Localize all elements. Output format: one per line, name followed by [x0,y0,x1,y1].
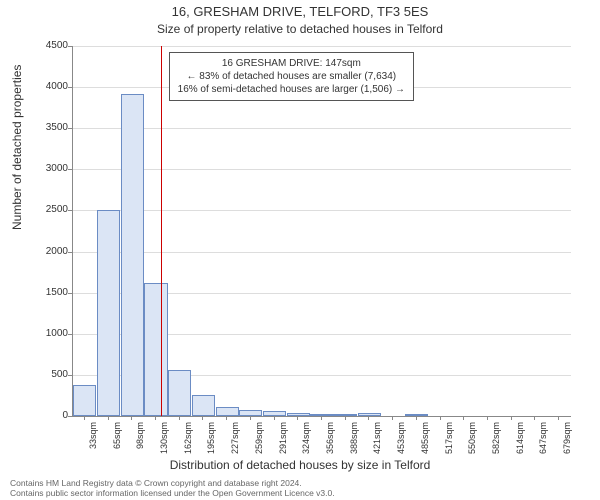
xtick-label: 130sqm [159,422,169,462]
xtick-mark [368,416,369,420]
xtick-label: 227sqm [230,422,240,462]
xtick-label: 388sqm [349,422,359,462]
xtick-label: 162sqm [183,422,193,462]
ytick-mark [68,169,72,170]
histogram-bar [97,210,120,416]
ytick-mark [68,293,72,294]
xtick-mark [511,416,512,420]
xtick-label: 614sqm [515,422,525,462]
marker-line [161,46,162,416]
chart-title: 16, GRESHAM DRIVE, TELFORD, TF3 5ES [0,4,600,19]
xtick-mark [250,416,251,420]
histogram-bar [239,410,262,416]
xtick-label: 453sqm [396,422,406,462]
histogram-bar [334,414,357,416]
ytick-label: 4000 [28,81,68,92]
xtick-label: 291sqm [278,422,288,462]
xtick-mark [84,416,85,420]
xtick-label: 356sqm [325,422,335,462]
gridline [73,169,571,170]
ytick-label: 3500 [28,122,68,133]
annotation-line: ← 83% of detached houses are smaller (7,… [178,70,405,83]
gridline [73,210,571,211]
histogram-bar [192,395,215,416]
xtick-mark [416,416,417,420]
histogram-bar [168,370,191,416]
ytick-label: 4500 [28,40,68,51]
xtick-label: 33sqm [88,422,98,462]
xtick-label: 65sqm [112,422,122,462]
annotation-line: 16% of semi-detached houses are larger (… [178,83,405,96]
ytick-label: 2000 [28,246,68,257]
xtick-mark [297,416,298,420]
xtick-mark [179,416,180,420]
xtick-label: 421sqm [372,422,382,462]
xtick-label: 582sqm [491,422,501,462]
xtick-mark [440,416,441,420]
xtick-mark [131,416,132,420]
footer-line2: Contains public sector information licen… [10,488,335,498]
x-axis-label: Distribution of detached houses by size … [0,458,600,472]
gridline [73,46,571,47]
ytick-mark [68,210,72,211]
xtick-mark [558,416,559,420]
chart-subtitle: Size of property relative to detached ho… [0,22,600,36]
annotation-box: 16 GRESHAM DRIVE: 147sqm← 83% of detache… [169,52,414,101]
ytick-mark [68,416,72,417]
xtick-label: 485sqm [420,422,430,462]
xtick-mark [463,416,464,420]
xtick-mark [274,416,275,420]
ytick-mark [68,46,72,47]
ytick-label: 2500 [28,204,68,215]
xtick-mark [392,416,393,420]
footer-line1: Contains HM Land Registry data © Crown c… [10,478,335,488]
ytick-label: 1500 [28,287,68,298]
xtick-label: 324sqm [301,422,311,462]
xtick-label: 98sqm [135,422,145,462]
xtick-label: 679sqm [562,422,572,462]
annotation-line: 16 GRESHAM DRIVE: 147sqm [178,57,405,70]
chart-footer: Contains HM Land Registry data © Crown c… [10,478,335,498]
xtick-mark [155,416,156,420]
histogram-bar [73,385,96,416]
xtick-mark [108,416,109,420]
xtick-label: 259sqm [254,422,264,462]
xtick-label: 517sqm [444,422,454,462]
ytick-mark [68,87,72,88]
histogram-bar [121,94,144,416]
ytick-label: 3000 [28,163,68,174]
xtick-label: 647sqm [538,422,548,462]
xtick-mark [226,416,227,420]
y-axis-label: Number of detached properties [10,65,24,230]
gridline [73,252,571,253]
xtick-mark [321,416,322,420]
ytick-mark [68,375,72,376]
xtick-label: 195sqm [206,422,216,462]
histogram-bar [405,414,428,416]
histogram-bar [144,283,167,416]
gridline [73,128,571,129]
ytick-mark [68,334,72,335]
histogram-bar [216,407,239,416]
ytick-label: 1000 [28,328,68,339]
xtick-mark [345,416,346,420]
ytick-mark [68,252,72,253]
xtick-label: 550sqm [467,422,477,462]
xtick-mark [487,416,488,420]
ytick-label: 500 [28,369,68,380]
ytick-mark [68,128,72,129]
chart-plot-area: 16 GRESHAM DRIVE: 147sqm← 83% of detache… [72,46,571,417]
ytick-label: 0 [28,410,68,421]
xtick-mark [202,416,203,420]
xtick-mark [534,416,535,420]
